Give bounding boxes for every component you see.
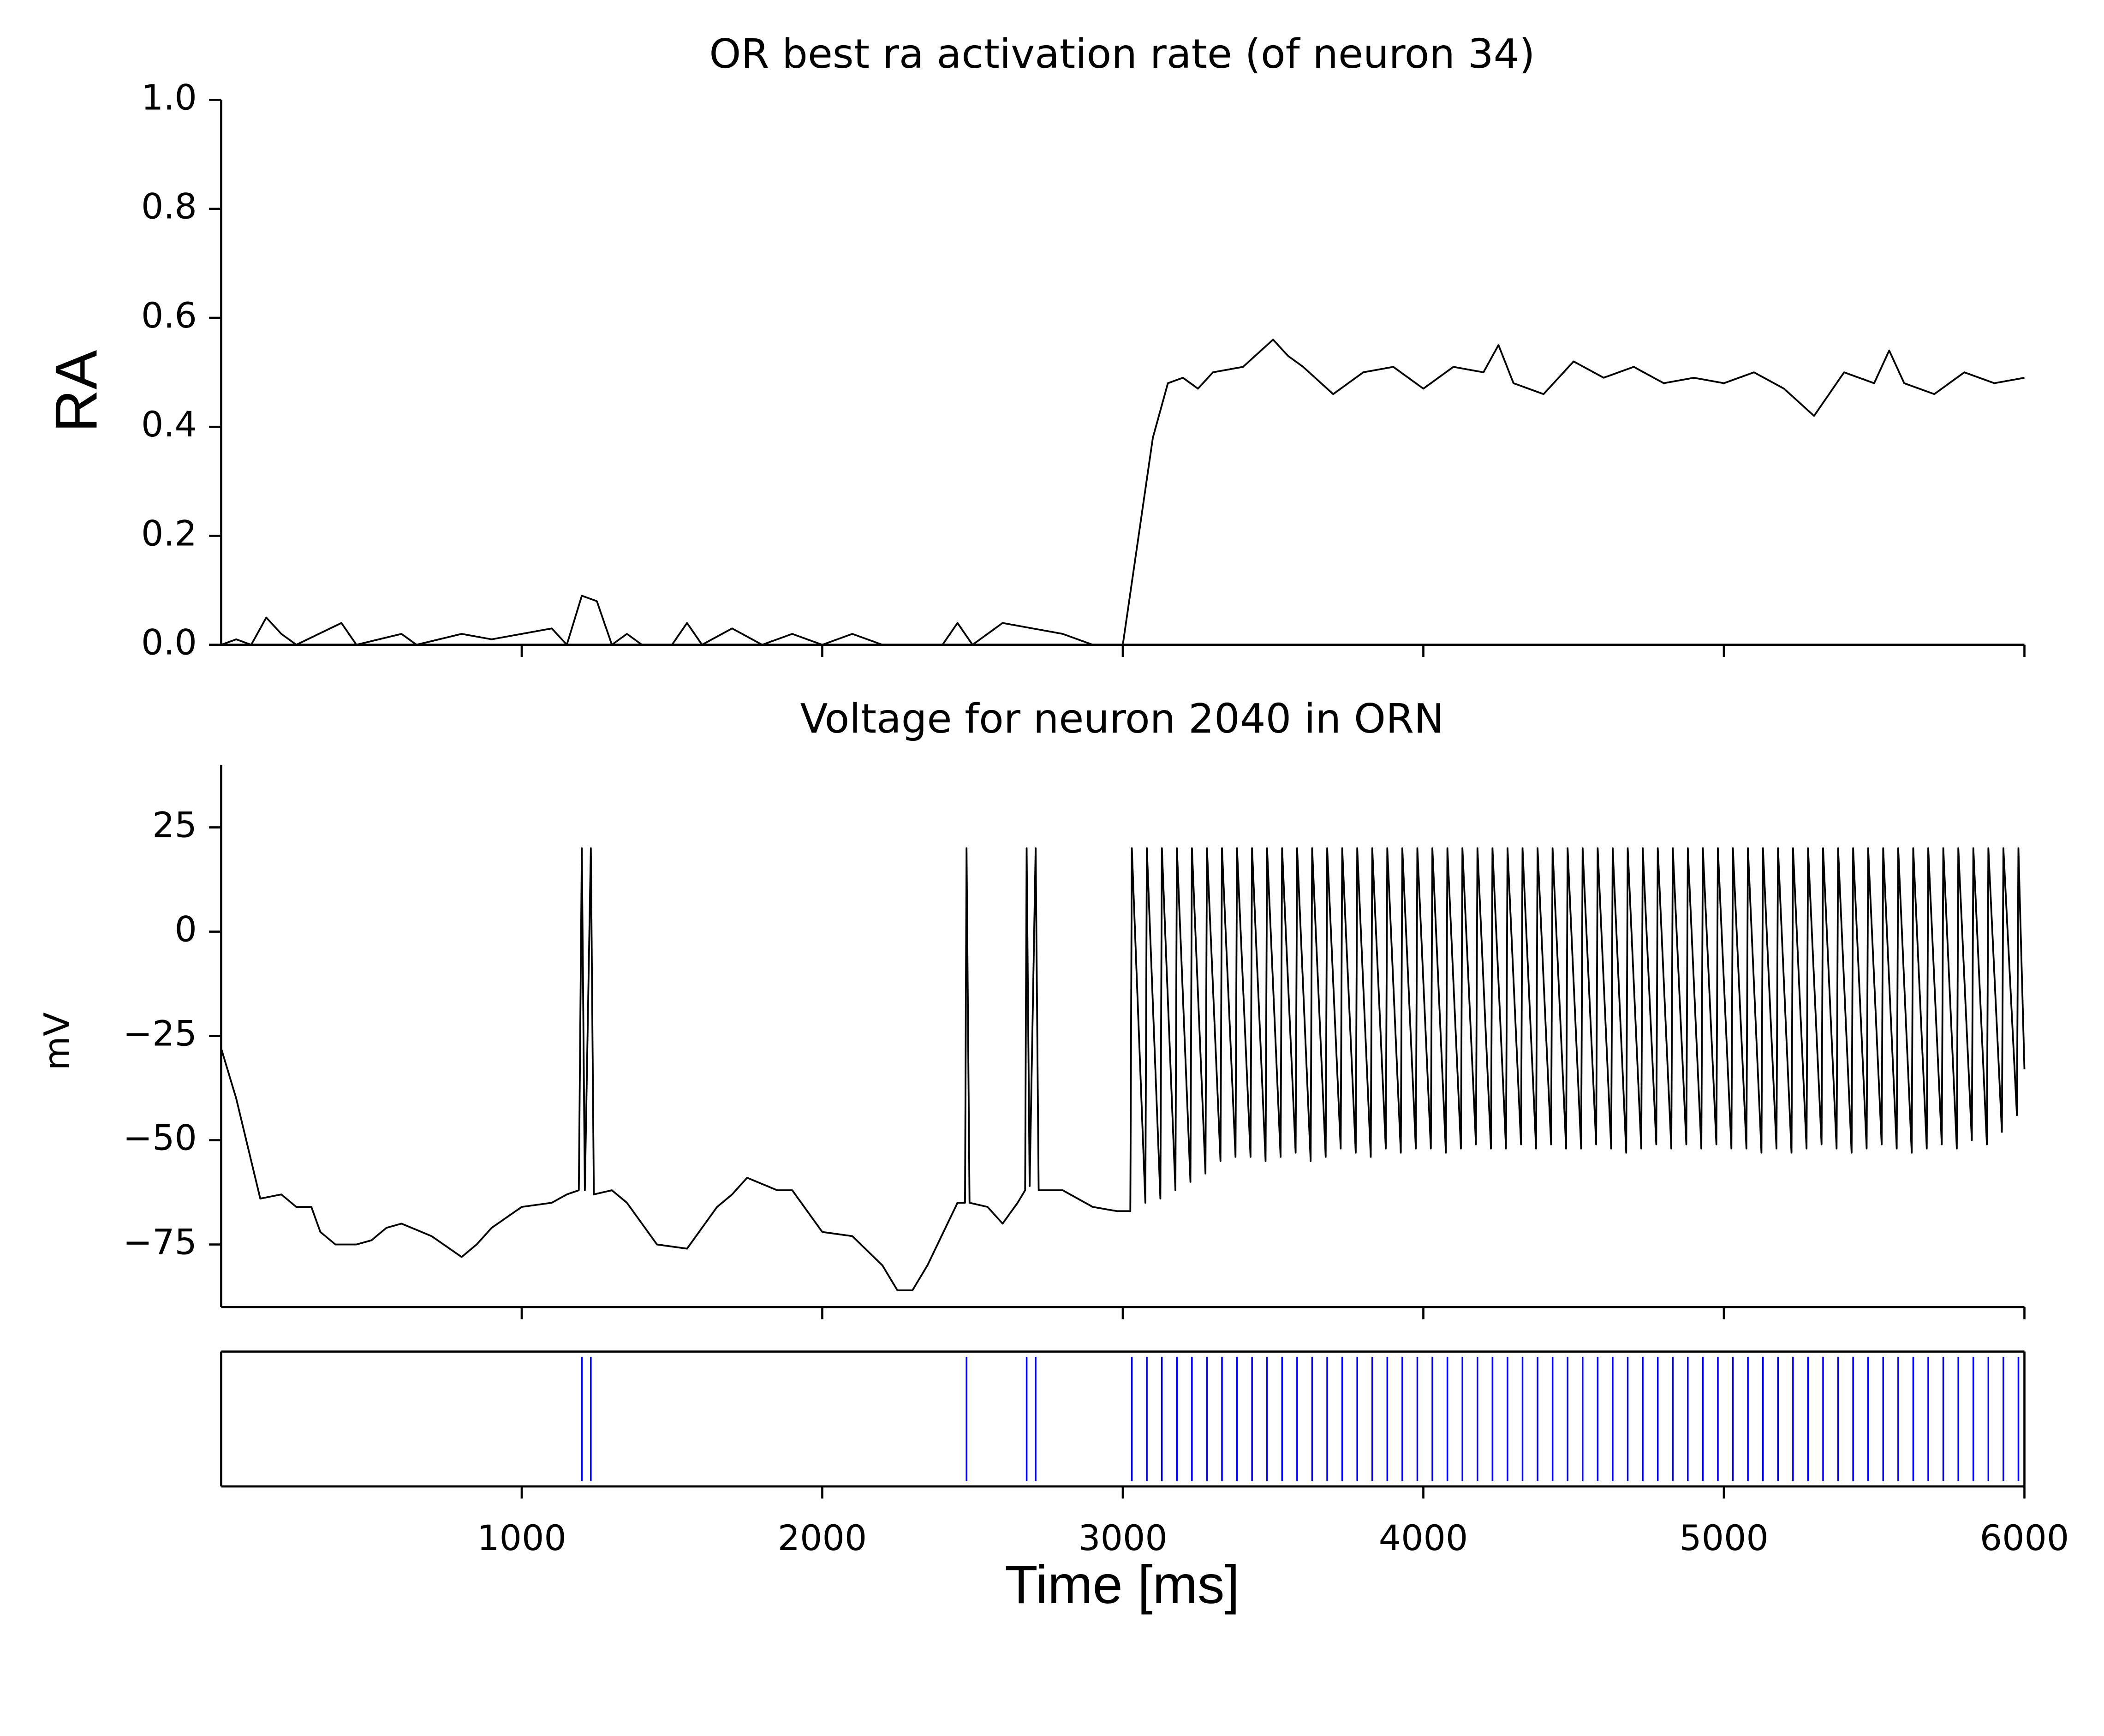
y-tick-label: 0.8 (141, 186, 197, 227)
y-tick-label: −50 (123, 1117, 197, 1158)
y-tick-label: 0.4 (141, 404, 197, 445)
x-tick-label: 6000 (1980, 1517, 2069, 1558)
y-tick-label: 0.2 (141, 513, 197, 554)
y-tick-label: 1.0 (141, 77, 197, 118)
data-line (221, 339, 2025, 646)
x-tick-label: 1000 (477, 1517, 566, 1558)
x-tick-label: 2000 (778, 1517, 867, 1558)
y-tick-label: 25 (152, 804, 197, 845)
y-tick-label: 0.6 (141, 295, 197, 336)
x-tick-label: 4000 (1379, 1517, 1468, 1558)
y-tick-label: 0.0 (141, 622, 197, 663)
y-axis-label: mV (36, 1012, 77, 1070)
data-line (220, 847, 2026, 1291)
y-axis-label: RA (43, 350, 109, 432)
chart-title: Voltage for neuron 2040 in ORN (800, 695, 1444, 742)
chart-title: OR best ra activation rate (of neuron 34… (709, 30, 1535, 78)
x-tick-label: 5000 (1679, 1517, 1768, 1558)
y-tick-label: −25 (123, 1013, 197, 1054)
x-axis-label: Time [ms] (1005, 1554, 1240, 1615)
x-tick-label: 3000 (1078, 1517, 1167, 1558)
y-tick-label: 0 (175, 908, 197, 949)
y-tick-label: −75 (123, 1222, 197, 1263)
